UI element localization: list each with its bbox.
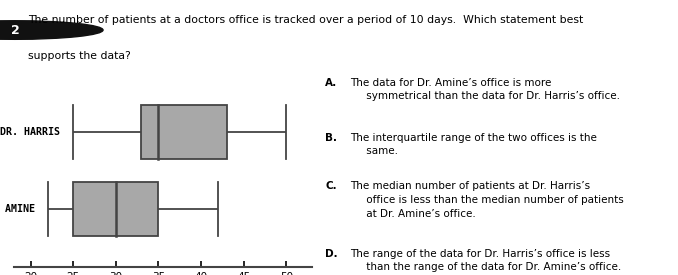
Text: C.: C. <box>325 182 337 191</box>
Text: The data for Dr. Amine’s office is more
     symmetrical than the data for Dr. H: The data for Dr. Amine’s office is more … <box>350 78 620 101</box>
Text: supports the data?: supports the data? <box>28 51 132 61</box>
Text: The number of patients at a doctors office is tracked over a period of 10 days. : The number of patients at a doctors offi… <box>28 15 584 25</box>
Text: The interquartile range of the two offices is the
     same.: The interquartile range of the two offic… <box>350 133 597 156</box>
Text: DR. AMINE: DR. AMINE <box>0 204 35 214</box>
Bar <box>73 182 159 236</box>
Text: The median number of patients at Dr. Harris’s
     office is less than the media: The median number of patients at Dr. Har… <box>350 182 624 219</box>
Text: 2: 2 <box>11 24 19 37</box>
Text: A.: A. <box>325 78 338 88</box>
Text: B.: B. <box>325 133 338 142</box>
Text: DR. HARRIS: DR. HARRIS <box>1 127 60 137</box>
Circle shape <box>0 21 103 39</box>
Text: D.: D. <box>325 249 338 258</box>
Text: The range of the data for Dr. Harris’s office is less
     than the range of the: The range of the data for Dr. Harris’s o… <box>350 249 621 272</box>
Bar <box>142 105 226 159</box>
